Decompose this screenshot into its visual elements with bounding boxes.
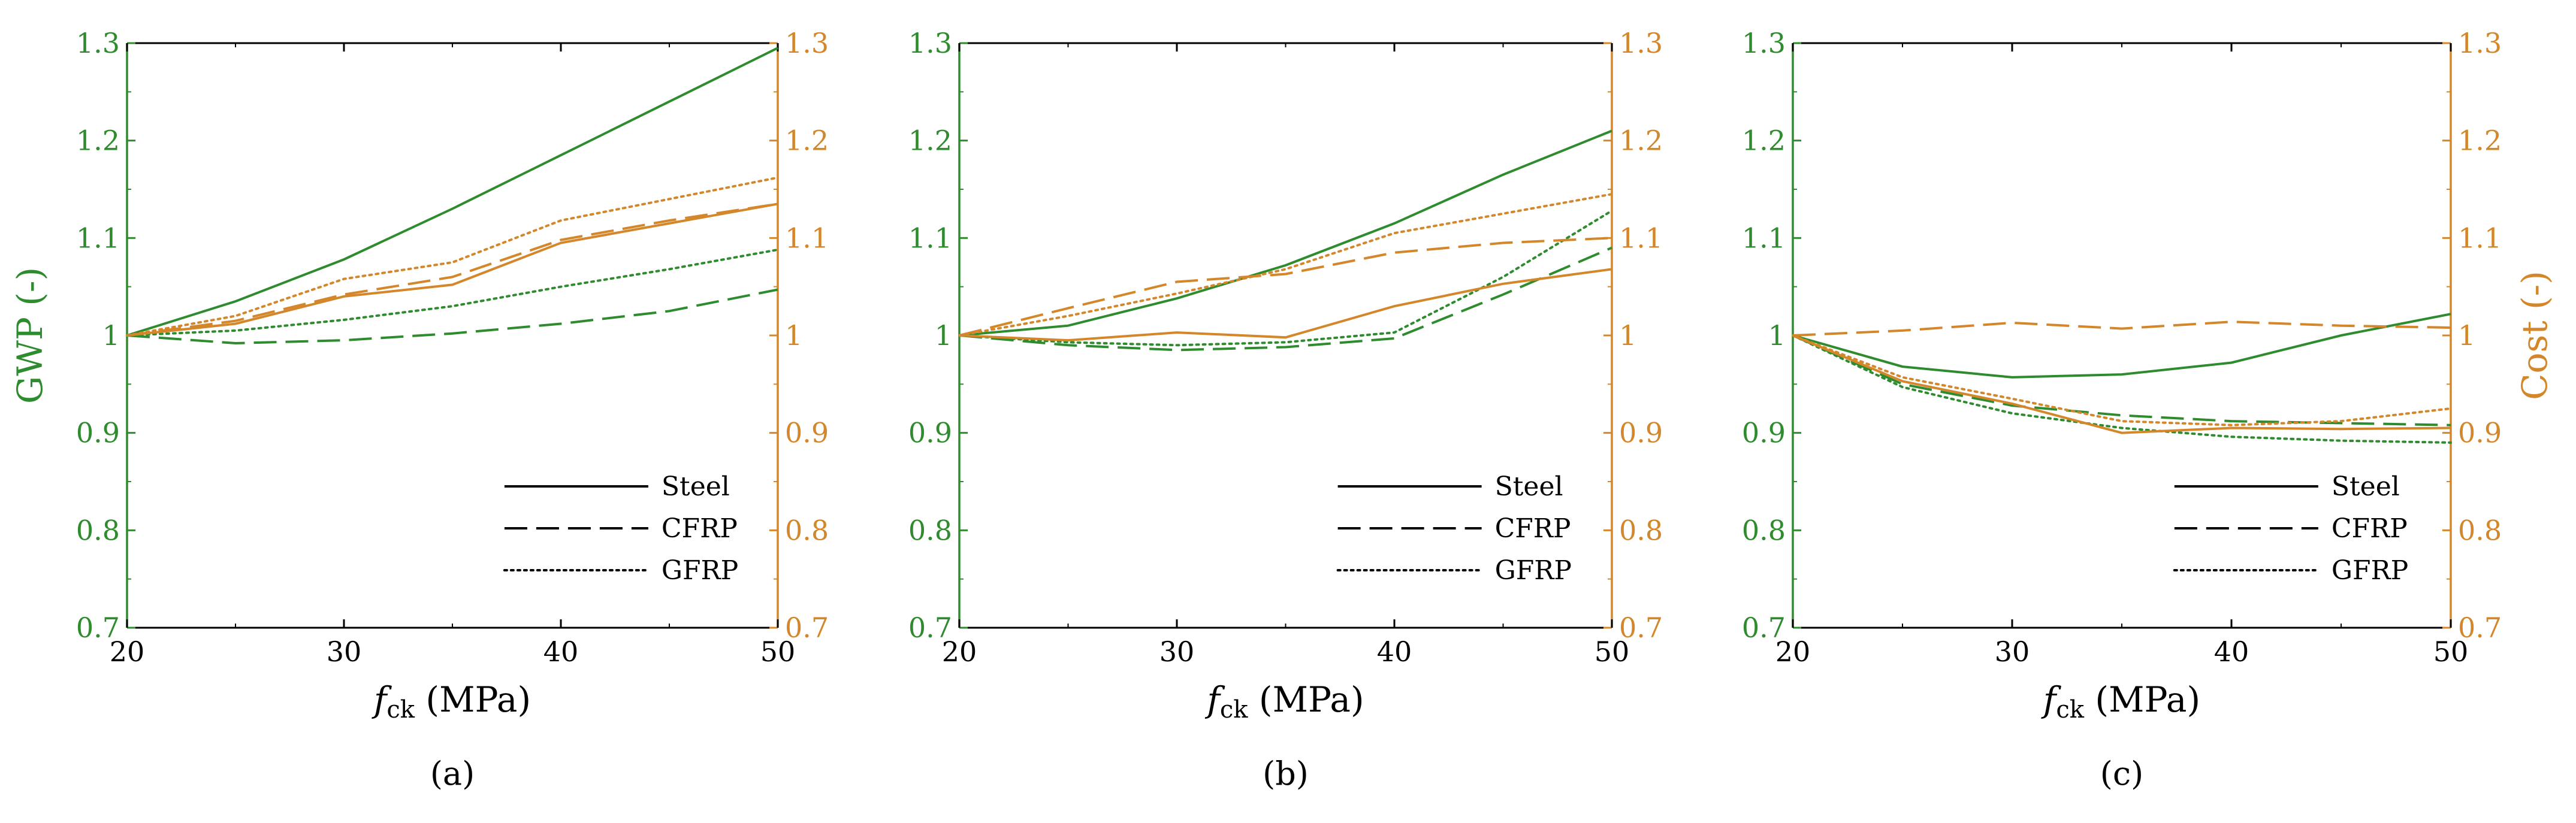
legend-label-steel: Steel	[2332, 471, 2400, 502]
y-tick-label-left: 0.7	[908, 612, 952, 644]
series-line-cost-cfrp	[126, 202, 778, 337]
series-line-gwp-gfrp	[1792, 334, 2452, 444]
y-tick-label-right: 1.3	[1619, 27, 1663, 59]
y-tick-label-left: 1.1	[76, 222, 120, 254]
series-line-cost-steel	[1792, 334, 2451, 434]
y-tick-label-right: 1.2	[1619, 125, 1663, 157]
y-tick-label-left: 0.7	[1742, 612, 1786, 644]
y-tick-label-left: 1	[102, 319, 120, 352]
y-tick-label-right: 0.7	[1619, 612, 1663, 644]
x-axis-label: fck (MPa)	[372, 679, 531, 724]
series-line-cost-gfrp	[958, 193, 1613, 337]
series-line-cost-cfrp	[1792, 320, 2451, 337]
y-tick-label-right: 1.2	[2458, 125, 2502, 157]
series-line-gwp-cfrp	[1792, 334, 2451, 426]
legend-label-cfrp: CFRP	[2332, 513, 2408, 544]
series-line-cost-gfrp	[126, 176, 779, 337]
y-tick-label-left: 0.9	[1742, 417, 1786, 449]
y-tick-label-right: 0.8	[785, 514, 829, 546]
y-tick-label-right: 1.2	[785, 125, 829, 157]
y-axis-label-right: Cost (-)	[2514, 271, 2555, 400]
y-tick-label-left: 1.3	[908, 27, 952, 59]
y-tick-label-left: 1.3	[1742, 27, 1786, 59]
panel-label: (a)	[430, 755, 475, 792]
series-line-cost-cfrp	[959, 237, 1612, 337]
x-tick-label: 40	[543, 636, 579, 668]
legend-label-gfrp: GFRP	[2332, 555, 2408, 586]
y-tick-label-right: 1	[1619, 319, 1636, 352]
series-line-gwp-gfrp	[126, 248, 779, 337]
series-line-gwp-steel	[959, 129, 1612, 337]
x-tick-label: 50	[2433, 636, 2469, 668]
y-tick-label-right: 1.3	[785, 27, 829, 59]
y-tick-label-left: 1	[1768, 319, 1786, 352]
y-tick-label-right: 0.7	[2458, 612, 2502, 644]
x-axis-label: fck (MPa)	[2041, 679, 2200, 724]
y-tick-label-left: 1.2	[76, 125, 120, 157]
y-tick-label-left: 1.2	[1742, 125, 1786, 157]
y-tick-label-left: 0.9	[76, 417, 120, 449]
y-tick-label-left: 0.8	[1742, 514, 1786, 546]
panel-2: 0.7 0.7 0.8 0.8 0.9 0.9 1 1 1.1 1.1 1.2 1.2 1.3 1.3 20…	[908, 27, 1663, 792]
y-tick-label-right: 1	[2458, 319, 2475, 352]
y-tick-label-right: 1.3	[2458, 27, 2502, 59]
y-tick-label-right: 1.1	[1619, 222, 1663, 254]
x-tick-label: 30	[327, 636, 362, 668]
y-tick-label-right: 0.8	[1619, 514, 1663, 546]
series-line-gwp-steel	[1792, 313, 2451, 379]
panel-1: 0.7 0.7 0.8 0.8 0.9 0.9 1 1 1.1 1.1 1.2 1.2 1.3 1.3 20…	[10, 27, 829, 792]
y-tick-label-left: 0.9	[908, 417, 952, 449]
y-tick-label-right: 0.7	[785, 612, 829, 644]
x-tick-label: 20	[942, 636, 977, 668]
legend-label-steel: Steel	[1495, 471, 1563, 502]
x-tick-label: 40	[1377, 636, 1412, 668]
x-tick-label: 30	[1995, 636, 2030, 668]
y-axis-label-left: GWP (-)	[10, 267, 50, 404]
x-tick-label: 30	[1159, 636, 1195, 668]
series-line-gwp-steel	[126, 47, 778, 337]
legend-label-gfrp: GFRP	[662, 555, 738, 586]
legend: Steel CFRP GFRP	[503, 471, 738, 586]
y-tick-label-left: 0.7	[76, 612, 120, 644]
y-tick-label-left: 1.1	[1742, 222, 1786, 254]
y-tick-label-right: 0.9	[785, 417, 829, 449]
y-tick-label-right: 0.8	[2458, 514, 2502, 546]
x-tick-label: 50	[1594, 636, 1630, 668]
panel-3: 0.7 0.7 0.8 0.8 0.9 0.9 1 1 1.1 1.1 1.2 1.2 1.3 1.3 20…	[1742, 27, 2555, 792]
y-tick-label-right: 1.1	[2458, 222, 2502, 254]
x-axis-label: fck (MPa)	[1204, 679, 1364, 724]
series-line-cost-steel	[126, 202, 778, 337]
legend-label-cfrp: CFRP	[662, 513, 738, 544]
y-tick-label-left: 1.3	[76, 27, 120, 59]
y-tick-label-left: 0.8	[908, 514, 952, 546]
x-tick-label: 20	[110, 636, 145, 668]
y-tick-label-left: 1.2	[908, 125, 952, 157]
legend: Steel CFRP GFRP	[2173, 471, 2408, 586]
legend-label-cfrp: CFRP	[1495, 513, 1571, 544]
y-tick-label-left: 1.1	[908, 222, 952, 254]
x-tick-label: 40	[2214, 636, 2249, 668]
x-tick-label: 50	[760, 636, 796, 668]
series-line-cost-gfrp	[1792, 334, 2452, 426]
legend-label-steel: Steel	[662, 471, 730, 502]
legend: Steel CFRP GFRP	[1336, 471, 1572, 586]
x-tick-label: 20	[1775, 636, 1811, 668]
y-tick-label-right: 1.1	[785, 222, 829, 254]
series-line-gwp-gfrp	[958, 209, 1613, 347]
legend-label-gfrp: GFRP	[1495, 555, 1572, 586]
panel-label: (b)	[1263, 755, 1309, 792]
series-line-gwp-cfrp	[959, 246, 1612, 352]
series-line-cost-steel	[959, 268, 1612, 342]
y-tick-label-left: 1	[935, 319, 952, 352]
y-tick-label-right: 0.9	[2458, 417, 2502, 449]
panel-label: (c)	[2100, 755, 2143, 792]
y-tick-label-left: 0.8	[76, 514, 120, 546]
y-tick-label-right: 0.9	[1619, 417, 1663, 449]
y-tick-label-right: 1	[785, 319, 802, 352]
series-line-gwp-cfrp	[126, 288, 778, 345]
